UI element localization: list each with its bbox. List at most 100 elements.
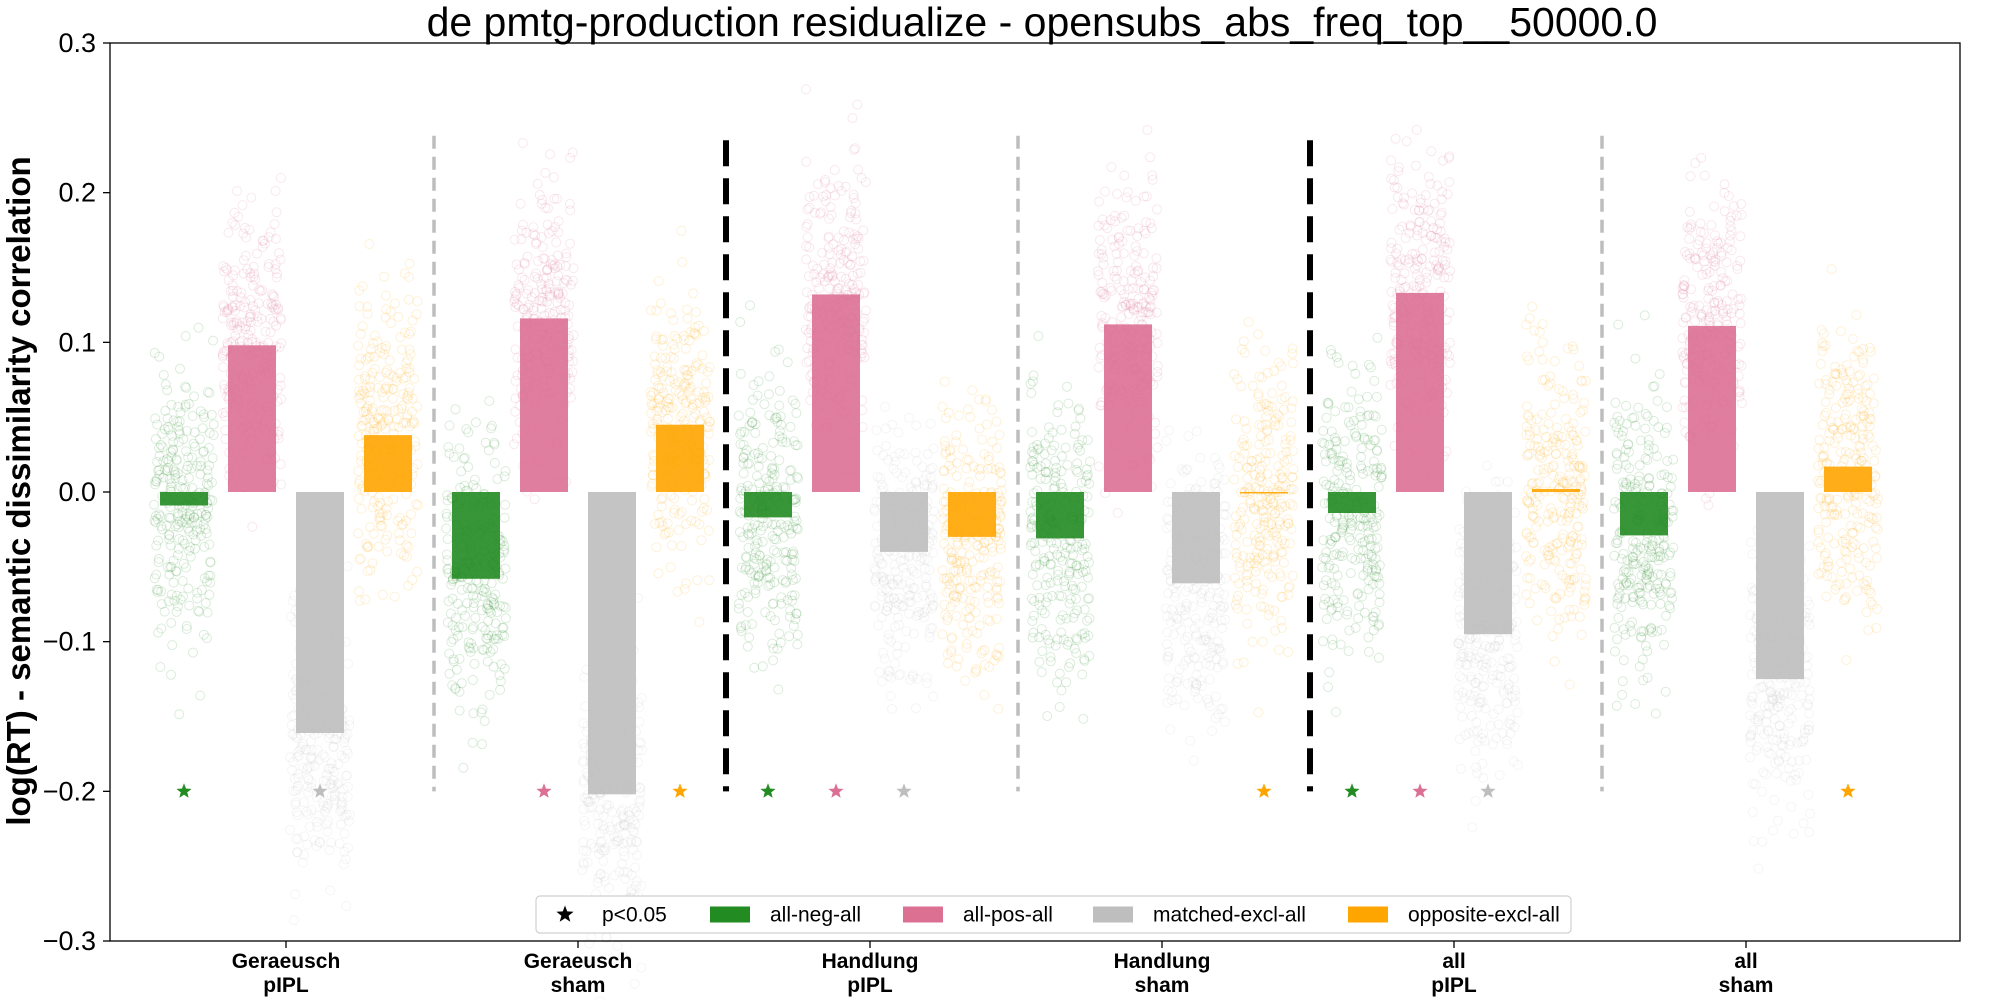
scatter-point <box>180 402 191 412</box>
scatter-point <box>1093 362 1104 373</box>
scatter-point <box>466 638 476 649</box>
scatter-point <box>171 590 182 601</box>
scatter-point <box>154 464 165 475</box>
scatter-point <box>790 614 801 625</box>
scatter-point <box>1735 338 1746 349</box>
scatter-point <box>787 590 797 601</box>
scatter-point <box>184 526 195 537</box>
scatter-point <box>516 234 527 245</box>
scatter-point <box>442 511 452 522</box>
scatter-point <box>163 456 174 467</box>
scatter-point <box>1642 646 1653 657</box>
scatter-point <box>497 622 508 633</box>
scatter-point <box>1509 673 1520 684</box>
scatter-point <box>1034 656 1045 667</box>
scatter-point <box>793 473 803 484</box>
scatter-point <box>488 594 499 605</box>
scatter-point <box>229 207 240 218</box>
scatter-point <box>192 508 203 519</box>
scatter-point <box>910 447 921 458</box>
scatter-point <box>768 655 779 666</box>
scatter-point <box>1355 406 1366 417</box>
scatter-point <box>1166 604 1177 615</box>
scatter-point <box>1363 359 1374 370</box>
scatter-point <box>761 558 772 569</box>
scatter-point <box>354 360 365 371</box>
scatter-point <box>1622 555 1633 566</box>
scatter-point <box>844 227 855 238</box>
scatter-point <box>457 622 468 633</box>
scatter-point <box>184 514 195 525</box>
scatter-point <box>150 479 161 490</box>
scatter-point <box>151 584 162 595</box>
scatter-point <box>171 566 182 577</box>
scatter-point <box>629 978 640 989</box>
scatter-point <box>1318 535 1329 546</box>
scatter-point <box>758 561 769 572</box>
scatter-point <box>1043 432 1054 443</box>
scatter-point <box>772 482 782 493</box>
scatter-point <box>201 633 212 644</box>
scatter-point <box>789 590 800 601</box>
scatter-point <box>162 385 173 396</box>
scatter-point <box>784 465 795 476</box>
scatter-point <box>477 585 488 596</box>
scatter-point <box>160 465 170 476</box>
scatter-point <box>1792 699 1803 710</box>
scatter-point <box>517 138 528 148</box>
scatter-point <box>1061 677 1072 688</box>
scatter-point <box>790 573 801 584</box>
scatter-point <box>1374 510 1385 520</box>
scatter-point <box>1059 576 1070 587</box>
scatter-point <box>786 569 797 580</box>
scatter-point <box>203 570 214 581</box>
scatter-point <box>187 452 197 463</box>
scatter-point <box>1502 476 1513 487</box>
scatter-point <box>634 716 645 727</box>
scatter-point <box>1470 746 1481 757</box>
scatter-point <box>1746 537 1756 548</box>
scatter-point <box>1783 718 1794 729</box>
scatter-point <box>763 580 774 591</box>
scatter-point <box>1482 460 1492 471</box>
scatter-point <box>887 703 897 714</box>
scatter-point <box>1798 818 1809 829</box>
scatter-point <box>1026 388 1037 398</box>
scatter-point <box>483 616 494 626</box>
scatter-point <box>389 591 400 602</box>
scatter-point <box>1033 331 1044 342</box>
scatter-point <box>1064 598 1075 609</box>
scatter-point <box>771 534 782 545</box>
scatter-point <box>496 659 507 670</box>
scatter-point <box>411 309 422 320</box>
scatter-point <box>412 401 422 412</box>
scatter-point <box>365 395 376 406</box>
scatter-point <box>460 610 471 621</box>
scatter-point <box>1735 318 1746 329</box>
scatter-point <box>1407 188 1418 199</box>
scatter-point <box>767 599 778 610</box>
scatter-point <box>1386 155 1396 166</box>
scatter-point <box>1653 422 1664 433</box>
scatter-point <box>498 622 509 633</box>
scatter-point <box>150 517 161 528</box>
scatter-point <box>1347 553 1357 564</box>
scatter-point <box>787 554 798 565</box>
scatter-cloud <box>353 239 423 606</box>
scatter-point <box>380 312 391 323</box>
scatter-point <box>477 591 488 601</box>
scatter-point <box>177 517 187 528</box>
scatter-point <box>740 588 750 598</box>
scatter-point <box>1119 210 1130 221</box>
scatter-point <box>1044 638 1055 649</box>
scatter-point <box>754 550 765 561</box>
scatter-point <box>1613 319 1624 330</box>
scatter-point <box>782 520 793 531</box>
scatter-point <box>777 433 788 444</box>
scatter-point <box>198 409 209 420</box>
scatter-point <box>341 901 352 911</box>
scatter-point <box>1768 825 1779 836</box>
scatter-point <box>247 521 258 532</box>
scatter-point <box>155 511 166 522</box>
scatter-point <box>1736 209 1747 220</box>
